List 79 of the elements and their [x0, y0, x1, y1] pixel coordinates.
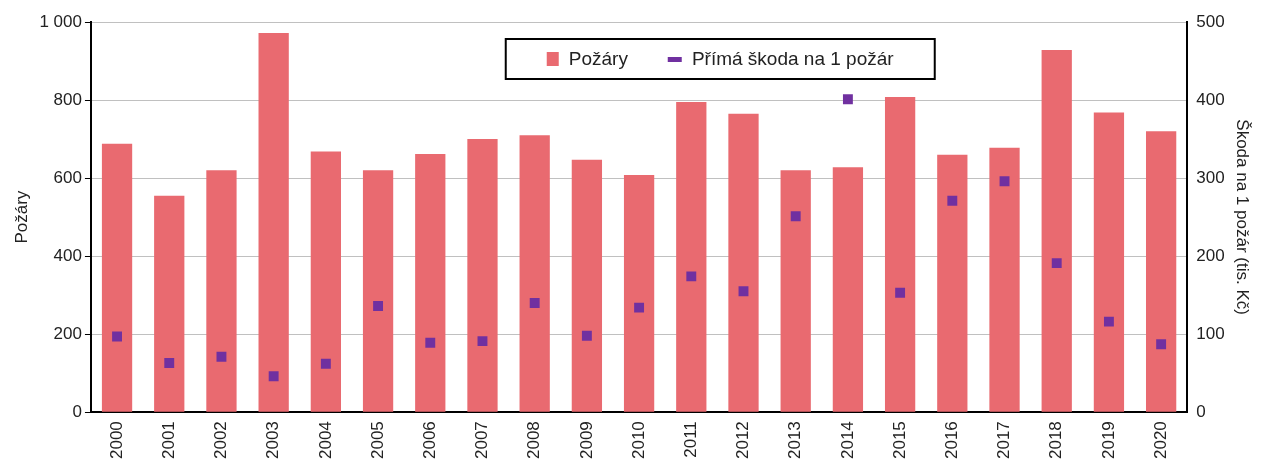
point [477, 336, 488, 347]
y2-tick-label: 300 [1196, 167, 1225, 187]
point [320, 358, 331, 369]
bar [362, 170, 394, 412]
point [581, 330, 592, 341]
x-tick-label: 2001 [158, 421, 178, 460]
bar [676, 101, 707, 412]
point [947, 195, 958, 206]
bar [884, 96, 916, 412]
x-tick-label: 2018 [1046, 421, 1066, 460]
bar [937, 154, 968, 412]
x-tick-label: 2016 [942, 421, 961, 460]
bar [519, 135, 550, 412]
point [425, 337, 436, 348]
bar [101, 143, 133, 412]
point [842, 94, 853, 105]
point [1051, 258, 1062, 269]
x-tick-label: 2012 [733, 421, 753, 460]
bar [1041, 50, 1072, 412]
y-tick-label: 0 [72, 401, 82, 421]
y-axis-title: Požáry [11, 190, 31, 244]
y2-tick-label: 0 [1196, 401, 1206, 421]
point [268, 371, 279, 382]
y-tick-label: 200 [53, 323, 82, 343]
y-tick-label: 600 [53, 167, 82, 187]
y2-tick-label: 500 [1196, 11, 1225, 31]
x-tick-label: 2000 [106, 421, 126, 460]
bar [571, 159, 603, 412]
x-tick-label: 2011 [680, 421, 700, 458]
x-tick-label: 2017 [994, 421, 1014, 460]
y-tick-label: 800 [53, 89, 82, 109]
x-tick-label: 2006 [419, 421, 439, 460]
bar [154, 195, 185, 412]
point [373, 301, 384, 311]
legend-label: Přímá škoda na 1 požár [691, 48, 894, 70]
x-tick-label: 2002 [211, 421, 231, 460]
bar [623, 174, 655, 412]
bar [1145, 131, 1177, 412]
bar [832, 167, 864, 412]
x-tick-label: 2005 [367, 421, 387, 460]
bar [989, 147, 1020, 412]
bar [206, 170, 237, 412]
point [895, 287, 906, 298]
x-tick-label: 2020 [1150, 421, 1170, 460]
point [790, 211, 801, 222]
point [999, 176, 1010, 187]
x-tick-label: 2003 [263, 421, 283, 460]
x-tick-label: 2007 [472, 421, 492, 460]
bar [258, 32, 289, 412]
point [112, 331, 122, 342]
y2-axis-title: Škoda na 1 požár (tis. Kč) [1233, 119, 1253, 315]
x-tick-label: 2008 [524, 421, 544, 460]
y-tick-label: 400 [53, 245, 82, 265]
y-tick-label: 1 000 [39, 11, 82, 31]
x-tick-label: 2013 [785, 421, 805, 460]
point [1103, 316, 1114, 327]
bar [415, 153, 446, 412]
y2-tick-label: 400 [1196, 89, 1225, 109]
bar [780, 170, 811, 412]
x-tick-label: 2015 [889, 421, 909, 460]
x-tick-label: 2014 [837, 421, 857, 460]
point [164, 358, 175, 368]
point [1156, 339, 1167, 350]
y2-tick-label: 200 [1196, 245, 1225, 265]
x-tick-label: 2004 [315, 421, 335, 460]
point [216, 351, 227, 362]
bar [310, 151, 341, 412]
x-tick-label: 2009 [576, 421, 596, 460]
bar [728, 113, 759, 412]
bar [1093, 112, 1125, 412]
point [634, 302, 645, 313]
legend-label: Požáry [568, 48, 628, 70]
point [738, 286, 749, 297]
bar [467, 139, 498, 412]
point [686, 271, 697, 282]
y2-tick-label: 100 [1196, 323, 1225, 343]
point [529, 297, 540, 308]
x-tick-label: 2019 [1098, 421, 1118, 460]
x-tick-label: 2010 [628, 421, 648, 460]
